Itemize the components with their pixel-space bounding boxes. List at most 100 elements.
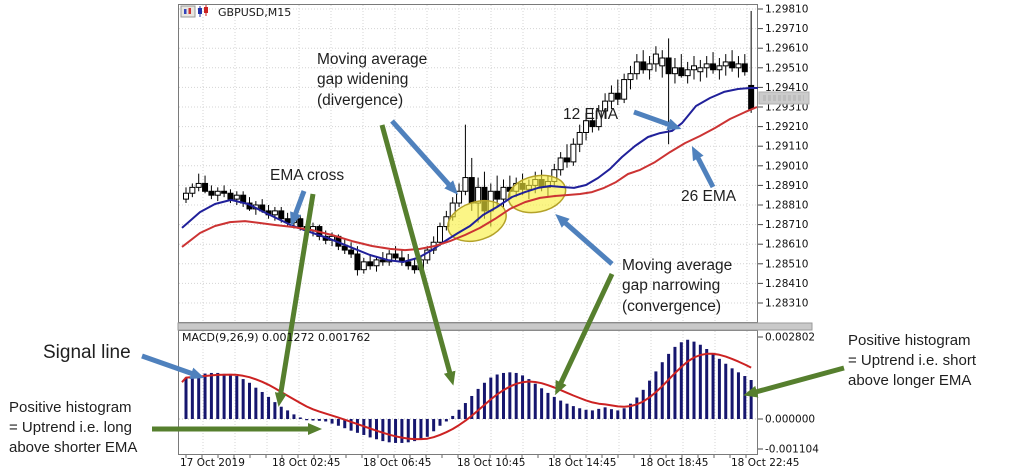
candle — [367, 261, 374, 267]
candle — [233, 194, 240, 200]
candle — [271, 210, 278, 216]
price-label: 1.28310 — [765, 298, 808, 310]
price-label: 1.29010 — [765, 160, 808, 172]
arrow-convergence — [555, 214, 614, 266]
candle — [354, 253, 361, 271]
candle — [411, 265, 418, 271]
arrow-26ema — [691, 145, 716, 189]
price-label: 1.29610 — [765, 43, 808, 55]
price-label: 1.28710 — [765, 219, 808, 231]
annotation-convergence: Moving average gap narrowing (convergenc… — [622, 257, 733, 315]
date-label: 18 Oct 18:45 — [640, 457, 708, 469]
price-label: 1.28510 — [765, 258, 808, 270]
candle — [500, 186, 507, 200]
candle — [195, 182, 202, 188]
candle — [576, 131, 583, 145]
candle — [589, 120, 596, 128]
arrow-convergence-to-macd — [555, 272, 615, 396]
price-label: 1.28910 — [765, 180, 808, 192]
arrow-cross-to-macd — [274, 193, 316, 407]
price-label: 1.28410 — [765, 278, 808, 290]
price-label: 1.29510 — [765, 62, 808, 74]
candle — [722, 61, 729, 67]
candle — [208, 190, 215, 196]
candle — [221, 190, 228, 194]
annotation-positive-histogram-right: Positive histogram = Uptrend i.e. short … — [848, 332, 976, 389]
candle — [189, 186, 196, 194]
macd-scale-label: 0.002802 — [765, 332, 815, 344]
candle — [494, 190, 501, 200]
candle — [691, 65, 697, 71]
annotation-divergence: Moving average gap widening (divergence) — [317, 51, 428, 109]
candle — [373, 259, 380, 267]
candle — [652, 53, 659, 65]
candle — [570, 143, 577, 163]
chart-properties-icon[interactable] — [180, 5, 196, 18]
candle — [290, 218, 297, 224]
macd-panel[interactable] — [178, 330, 758, 455]
macd-scale: 0.002802 0.000000 -0.001104 — [758, 332, 819, 456]
candle — [614, 92, 621, 100]
candle — [633, 61, 640, 75]
price-label: 1.29710 — [765, 23, 808, 35]
price-label: 1.28810 — [765, 200, 808, 212]
candle — [583, 120, 590, 133]
candle — [595, 110, 602, 128]
annotation-positive-histogram-left: Positive histogram = Uptrend i.e. long a… — [9, 399, 138, 456]
candle — [659, 57, 666, 67]
annotation-signal-line: Signal line — [43, 342, 131, 363]
price-label: 1.29110 — [765, 141, 808, 153]
candle — [405, 261, 412, 267]
date-label: 18 Oct 14:45 — [548, 457, 616, 469]
price-label: 1.29410 — [765, 82, 808, 94]
candle — [456, 190, 463, 204]
candle — [710, 63, 717, 71]
price-label: 1.29210 — [765, 121, 808, 133]
macd-indicator-label: MACD(9,26,9) 0.001272 0.001762 — [182, 331, 371, 344]
candle — [729, 61, 736, 69]
candle — [392, 253, 399, 259]
candle — [202, 182, 209, 192]
candle — [360, 261, 367, 271]
candle — [697, 67, 704, 73]
candle — [386, 253, 393, 263]
candle — [602, 100, 609, 112]
price-label: 1.28610 — [765, 239, 808, 251]
date-label: 18 Oct 02:45 — [272, 457, 340, 469]
candle — [741, 63, 748, 73]
arrow-right-annotation-to-macd — [743, 365, 845, 398]
candle — [278, 210, 285, 220]
arrow-signal-line — [141, 353, 205, 380]
date-label: 17 Oct 2019 — [180, 457, 245, 469]
arrow-divergence — [390, 119, 459, 195]
candle — [621, 79, 628, 100]
candle — [557, 157, 564, 171]
annotation-26-ema: 26 EMA — [681, 188, 737, 205]
arrow-divergence-to-macd — [379, 124, 456, 386]
candle — [627, 73, 634, 81]
date-label: 18 Oct 22:45 — [731, 457, 799, 469]
annotation-ema-cross: EMA cross — [270, 167, 345, 184]
ema26-line — [181, 106, 758, 252]
candle — [640, 61, 647, 71]
chart-title: GBPUSD,M15 — [218, 6, 292, 19]
date-label: 18 Oct 10:45 — [457, 457, 525, 469]
candle — [379, 259, 386, 263]
candle — [735, 63, 742, 69]
arrow-ema-cross — [290, 190, 307, 227]
candle — [671, 67, 678, 75]
candle — [684, 69, 691, 77]
date-axis: 17 Oct 2019 18 Oct 02:45 18 Oct 06:45 18 Oc… — [180, 455, 799, 469]
date-label: 18 Oct 06:45 — [363, 457, 431, 469]
candle — [297, 218, 304, 228]
candle — [564, 157, 570, 163]
price-scale: 1.298101.297101.296101.295101.294101.293… — [758, 4, 810, 310]
macd-scale-label: -0.001104 — [765, 444, 819, 456]
candle — [678, 67, 685, 77]
candle — [665, 57, 672, 75]
panel-divider-handle[interactable] — [177, 322, 813, 331]
annotation-12-ema: 12 EMA — [563, 106, 619, 123]
candlestick-chart-icon[interactable] — [198, 5, 208, 17]
candle — [227, 192, 234, 200]
